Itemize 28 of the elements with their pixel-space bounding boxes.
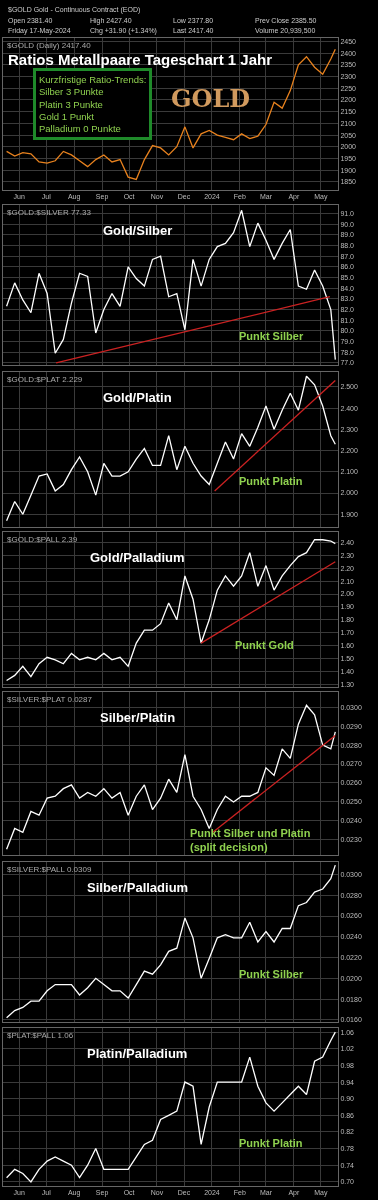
annotation: Kurzfristige Ratio-Trends: Silber 3 Punkte Platin 3 Punkte Gold 1 Punkt Palladium 0 Punkte	[39, 74, 147, 135]
text: Gold/Palladium	[90, 550, 185, 565]
annotation: Punkt Silber	[239, 330, 304, 342]
chart-subtitle: $PLAT:$PALL 1.06	[7, 1031, 74, 1040]
annotation: Punkt Platin	[239, 475, 303, 487]
line-series	[5, 1031, 336, 1183]
text: Gold/Silber	[103, 223, 173, 238]
text: Ratios Metallpaare Tageschart 1 Jahr	[8, 51, 273, 68]
text: Platin/Palladium	[87, 1046, 188, 1061]
line-series	[5, 209, 336, 361]
annotation: Punkt Silber	[239, 968, 304, 980]
text: Gold/Platin	[103, 390, 172, 405]
chart-subtitle: $SILVER:$PLAT 0.0287	[7, 695, 93, 704]
line-series	[5, 539, 336, 682]
chart-subtitle: $SILVER:$PALL 0.0309	[7, 865, 92, 874]
line-series	[5, 864, 336, 1019]
line-series	[5, 48, 336, 181]
annotation: Punkt Gold	[235, 639, 294, 651]
annotation: Punkt Silber und Platin (split decision)	[190, 827, 311, 854]
annotation: Punkt Platin	[239, 1137, 303, 1149]
text: Silber/Palladium	[87, 880, 189, 895]
text: Silber/Platin	[100, 710, 176, 725]
chart-subtitle: $GOLD:$PLAT 2.229	[7, 375, 83, 384]
chart-subtitle: $GOLD:$PALL 2.39	[7, 535, 78, 544]
line-series	[5, 375, 336, 522]
chart-subtitle: $GOLD (Daily) 2417.40	[7, 41, 92, 50]
annotation: GOLD	[171, 84, 251, 113]
chart-subtitle: $GOLD:$SILVER 77.33	[7, 208, 92, 217]
